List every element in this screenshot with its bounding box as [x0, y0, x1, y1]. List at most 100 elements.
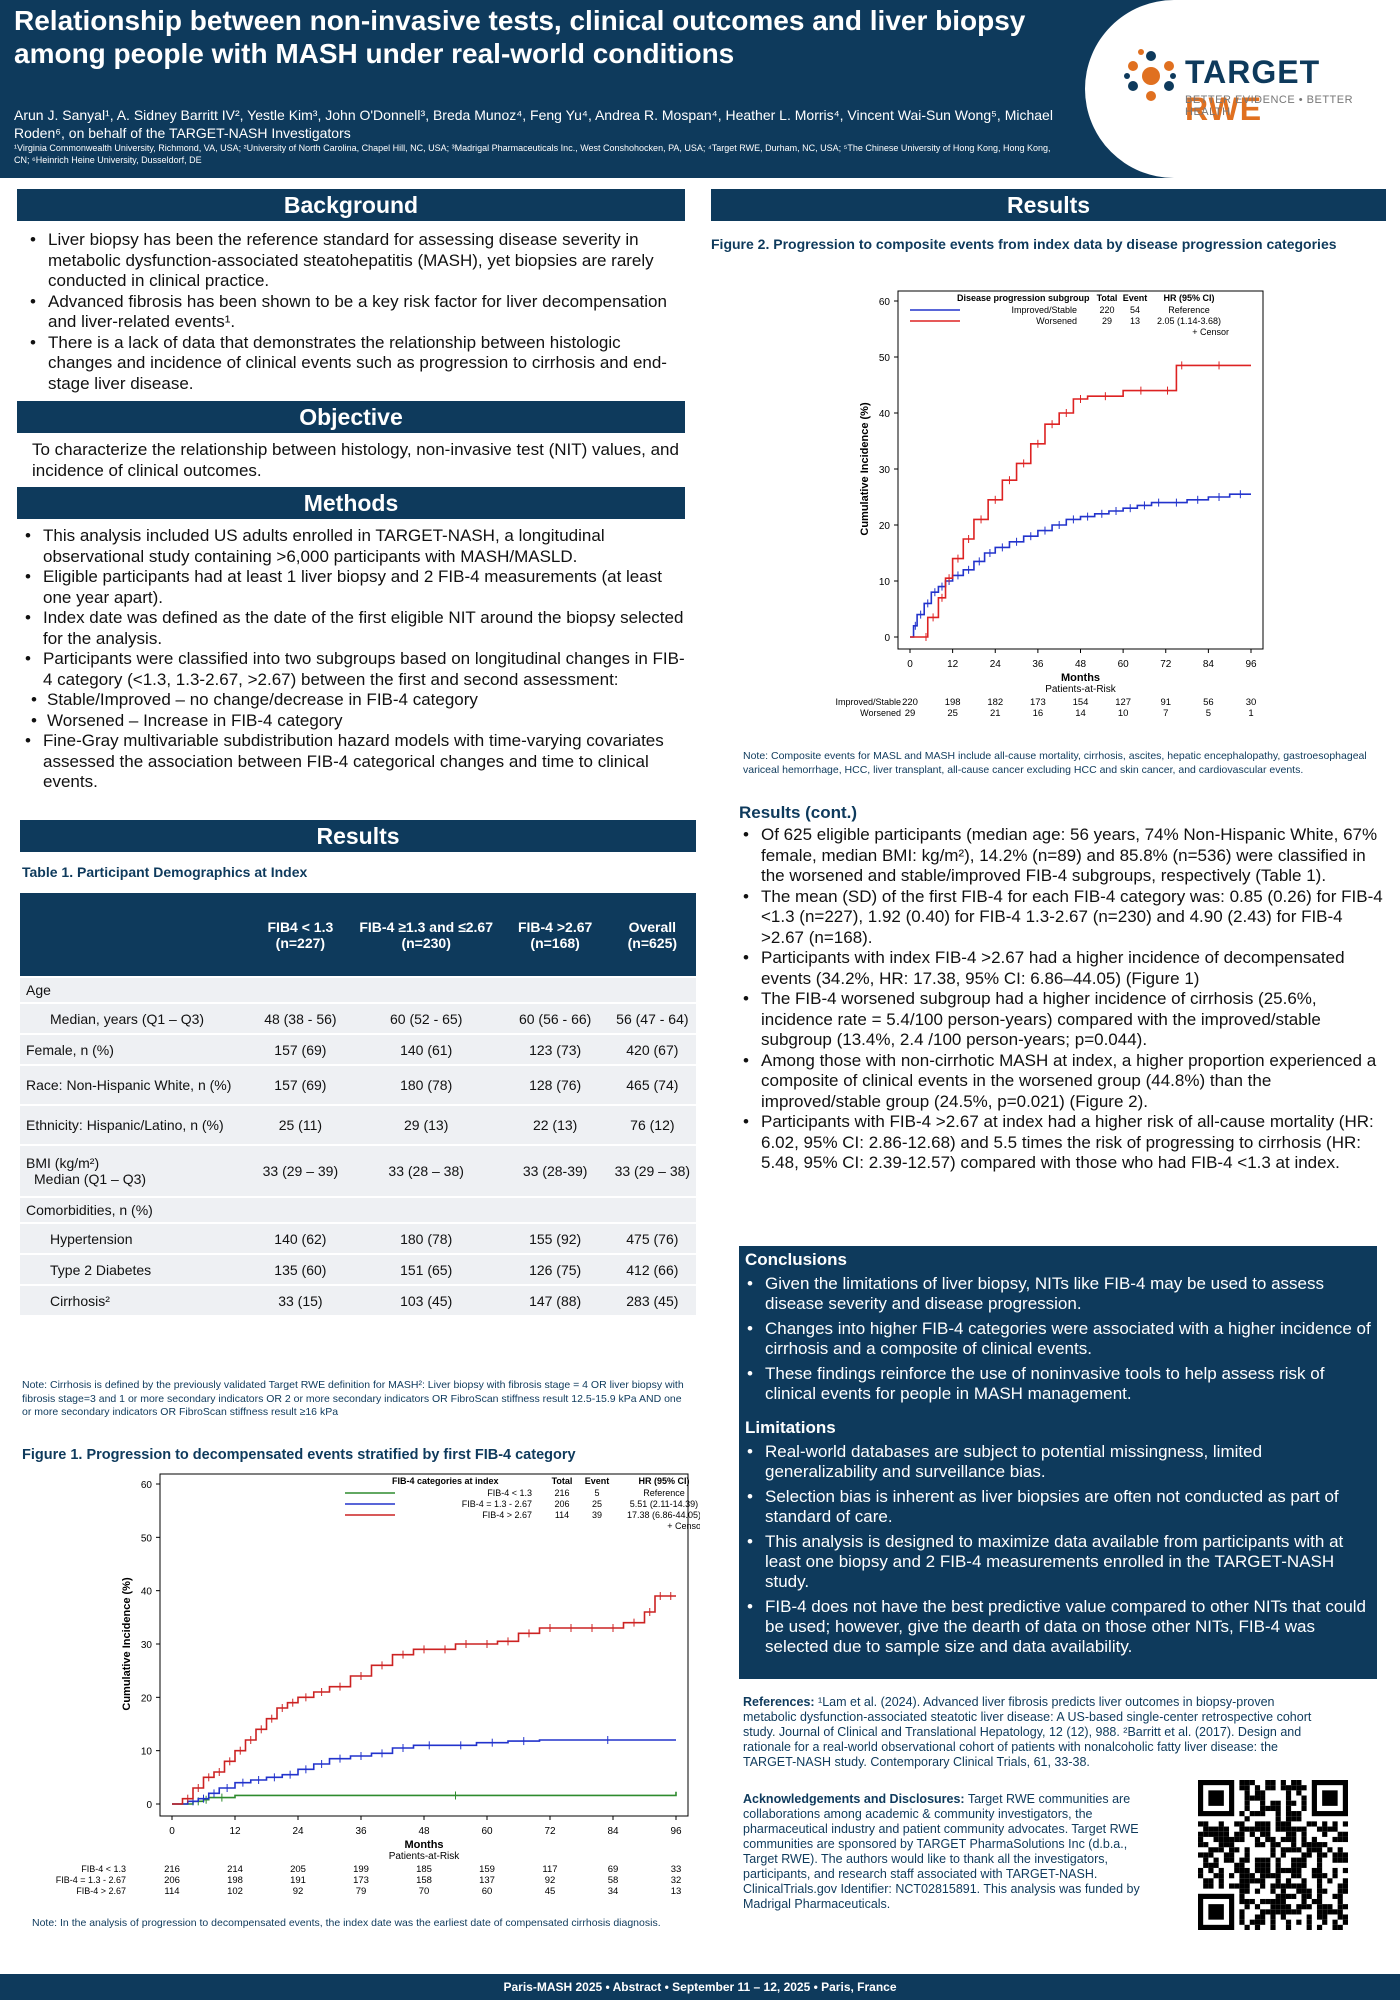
results-cont-heading: Results (cont.) — [739, 803, 858, 822]
table-row: Median, years (Q1 – Q3) 48 (38 - 56) 60 (5… — [20, 1003, 696, 1035]
risk-value: 25 — [947, 708, 958, 719]
list-item: Selection bias is inherent as liver biop… — [739, 1487, 1377, 1527]
figure2-chart: 0 10 20 30 40 50 60 0 12 24 36 48 60 72 84 96 Cumulative… — [765, 273, 1400, 745]
risk-value: 21 — [990, 708, 1001, 719]
legend-series-name: FIB-4 = 1.3 - 2.67 — [462, 1499, 532, 1509]
risk-value: 30 — [1246, 697, 1257, 708]
table-row-label: Type 2 Diabetes — [20, 1254, 250, 1286]
ack-text: Target RWE communities are collaboration… — [743, 1792, 1140, 1911]
x-tick-label: 36 — [1032, 659, 1044, 670]
series-line — [172, 1739, 676, 1805]
y-tick-label: 60 — [141, 1480, 153, 1491]
risk-value: 117 — [542, 1864, 557, 1875]
risk-value: 191 — [290, 1875, 306, 1886]
risk-value: 60 — [482, 1886, 493, 1897]
target-rwe-logo: TARGET RWE BETTER EVIDENCE • BETTER HEAL… — [1085, 0, 1400, 178]
results-heading-left: Results — [20, 820, 696, 852]
figure1-note: Note: In the analysis of progression to … — [32, 1917, 661, 1929]
table-row: Hypertension 140 (62) 180 (78) 155 (92) 475 … — [20, 1223, 696, 1255]
list-item: Fine-Gray multivariable subdistribution … — [17, 731, 687, 793]
legend-hr: Reference — [643, 1488, 685, 1498]
risk-value: 45 — [545, 1886, 556, 1897]
table-row: Ethnicity: Hispanic/Latino, n (%) 25 (11)… — [20, 1105, 696, 1146]
risk-value: 158 — [416, 1875, 432, 1886]
y-tick-label: 0 — [884, 633, 890, 644]
conclusions-list: Given the limitations of liver biopsy, N… — [739, 1274, 1377, 1404]
legend-event: 25 — [592, 1499, 602, 1509]
ack-label: Acknowledgements and Disclosures: — [743, 1792, 965, 1806]
methods-heading: Methods — [17, 487, 685, 519]
author-list: Arun J. Sanyal¹, A. Sidney Barritt IV², … — [14, 107, 1053, 141]
legend-total: 29 — [1102, 316, 1112, 326]
table-row-label: Median, years (Q1 – Q3) — [20, 1003, 250, 1035]
legend-hr: 2.05 (1.14-3.68) — [1157, 316, 1221, 326]
x-tick-label: 96 — [1245, 659, 1257, 670]
table-cell: 147 (88) — [501, 1285, 609, 1317]
risk-value: 173 — [353, 1875, 369, 1886]
list-item: FIB-4 does not have the best predictive … — [739, 1597, 1377, 1657]
affiliations: ¹Virginia Commonwealth University, Richm… — [14, 143, 1051, 165]
risk-value: 114 — [164, 1886, 179, 1897]
limitations-heading: Limitations — [745, 1418, 836, 1437]
risk-value: 185 — [416, 1864, 432, 1875]
table-cell — [608, 977, 696, 1004]
legend-event: 5 — [594, 1488, 599, 1498]
table-cell: 60 (52 - 65) — [350, 1003, 502, 1035]
series-line — [910, 493, 1251, 638]
list-item: Participants with FIB-4 >2.67 at index h… — [735, 1112, 1387, 1174]
x-tick-label: 72 — [544, 1826, 556, 1837]
x-tick-label: 96 — [670, 1826, 682, 1837]
logo-mark-icon — [1124, 49, 1176, 101]
legend-event: 54 — [1130, 305, 1140, 315]
table-cell: 140 (62) — [250, 1223, 351, 1255]
risk-value: 14 — [1075, 708, 1086, 719]
list-item: Stable/Improved – no change/decrease in … — [17, 690, 687, 711]
table-header-cell: FIB-4 >2.67 (n=168) — [501, 893, 609, 978]
x-tick-label: 24 — [990, 659, 1002, 670]
legend-column-header: HR (95% CI) — [638, 1476, 689, 1486]
legend-hr: 17.38 (6.86-44.05) — [627, 1510, 700, 1520]
figure1-chart: 0 10 20 30 40 50 60 0 12 24 36 48 60 72 84 96 Cumulative… — [20, 1470, 700, 1910]
legend-title: Disease progression subgroup — [957, 293, 1090, 303]
y-tick-label: 30 — [141, 1640, 153, 1651]
table-cell: 126 (75) — [501, 1254, 609, 1286]
table-row: Comorbidities, n (%) — [20, 1197, 696, 1224]
table-cell: 155 (92) — [501, 1223, 609, 1255]
objective-text: To characterize the relationship between… — [32, 440, 679, 480]
list-item: Of 625 eligible participants (median age… — [735, 825, 1387, 887]
risk-value: 1 — [1248, 708, 1253, 719]
methods-list: This analysis included US adults enrolle… — [17, 526, 687, 793]
legend-event: 13 — [1130, 316, 1140, 326]
qr-code-icon[interactable] — [1193, 1780, 1353, 1930]
x-tick-label: 60 — [481, 1826, 493, 1837]
risk-table-title: Patients-at-Risk — [1045, 684, 1117, 695]
y-tick-label: 20 — [141, 1693, 153, 1704]
y-tick-label: 50 — [879, 353, 891, 364]
references-label: References: — [743, 1695, 815, 1709]
table-header-cell: FIB-4 ≥1.3 and ≤2.67 (n=230) — [350, 893, 502, 978]
conclusions-limitations-box: Conclusions Given the limitations of liv… — [739, 1246, 1377, 1679]
table-cell: 123 (73) — [501, 1034, 609, 1066]
x-tick-label: 0 — [169, 1826, 175, 1837]
list-item: This analysis is designed to maximize da… — [739, 1532, 1377, 1592]
list-item: Advanced fibrosis has been shown to be a… — [22, 292, 682, 333]
list-item: Changes into higher FIB-4 categories wer… — [739, 1319, 1377, 1359]
legend-event: 39 — [592, 1510, 602, 1520]
y-tick-label: 10 — [141, 1747, 153, 1758]
x-tick-label: 84 — [607, 1826, 619, 1837]
risk-value: 216 — [164, 1864, 180, 1875]
results-heading-right: Results — [711, 189, 1386, 221]
legend-total: 220 — [1099, 305, 1114, 315]
risk-value: 34 — [608, 1886, 619, 1897]
list-item: These findings reinforce the use of noni… — [739, 1364, 1377, 1404]
risk-value: 10 — [1118, 708, 1129, 719]
list-item: Real-world databases are subject to pote… — [739, 1442, 1377, 1482]
risk-value: 16 — [1033, 708, 1044, 719]
table-cell: 151 (65) — [350, 1254, 502, 1286]
background-list: Liver biopsy has been the reference stan… — [22, 230, 682, 394]
x-tick-label: 48 — [1075, 659, 1087, 670]
x-tick-label: 60 — [1118, 659, 1130, 670]
table-row: Cirrhosis² 33 (15) 103 (45) 147 (88) 283 (45… — [20, 1285, 696, 1317]
conclusions-heading: Conclusions — [745, 1250, 848, 1269]
logo-tagline: BETTER EVIDENCE • BETTER HEALTH — [1185, 94, 1354, 118]
